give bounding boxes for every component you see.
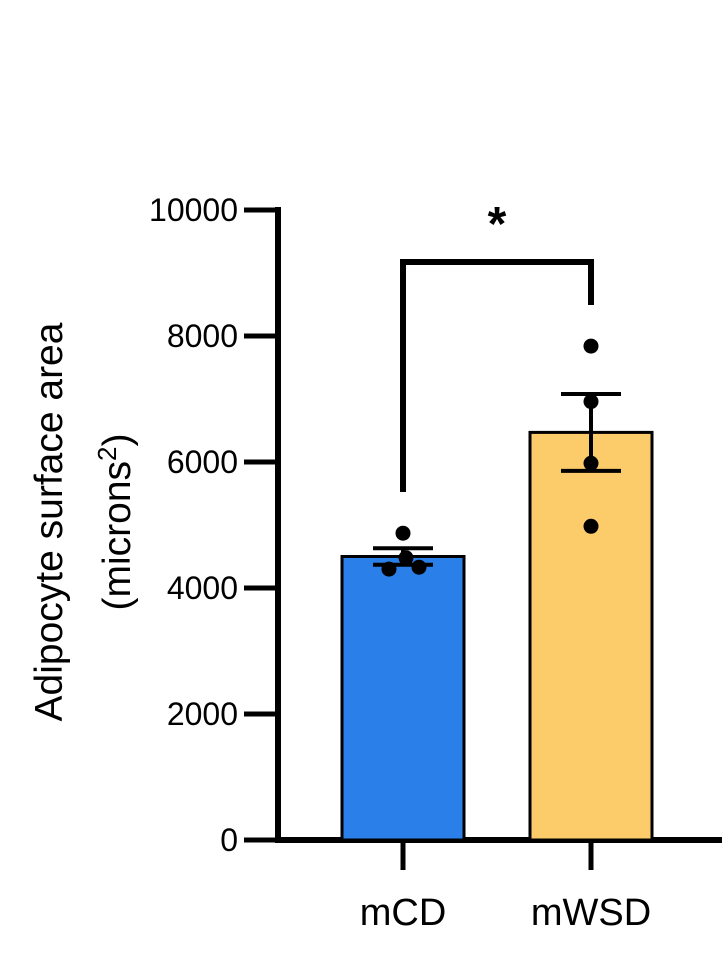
y-axis-title-line1: Adipocyte surface area bbox=[28, 322, 71, 721]
y-axis-title-superscript: 2 bbox=[92, 447, 122, 461]
data-point bbox=[381, 561, 397, 577]
bars bbox=[340, 430, 654, 842]
axes: 0 2000 4000 6000 8000 10000 mCD mWSD bbox=[149, 192, 722, 934]
y-axis-title-line2: (microns2) bbox=[92, 434, 139, 611]
significance-bracket-line bbox=[400, 259, 594, 492]
y-axis-title: Adipocyte surface area (microns2) bbox=[28, 322, 139, 721]
data-point bbox=[583, 518, 599, 534]
significance-bracket: * bbox=[400, 198, 594, 492]
y-tick-label: 4000 bbox=[167, 570, 238, 606]
bar-mWSD bbox=[528, 430, 654, 842]
significance-label: * bbox=[488, 198, 507, 251]
y-axis-title-close: ) bbox=[96, 434, 139, 447]
data-points bbox=[381, 338, 599, 577]
y-axis-title-units: (microns bbox=[96, 461, 139, 611]
y-tick-label: 6000 bbox=[167, 444, 238, 480]
data-point bbox=[411, 559, 427, 575]
data-point bbox=[583, 455, 599, 471]
bar-mCD bbox=[340, 555, 466, 842]
data-point bbox=[395, 525, 411, 541]
y-tick-label: 8000 bbox=[167, 318, 238, 354]
data-point bbox=[583, 338, 599, 354]
y-tick-label: 10000 bbox=[149, 192, 238, 228]
x-category-label: mCD bbox=[360, 892, 447, 934]
y-tick-label: 2000 bbox=[167, 696, 238, 732]
x-category-label: mWSD bbox=[531, 892, 651, 934]
data-point bbox=[583, 394, 599, 410]
y-tick-label: 0 bbox=[220, 822, 238, 858]
data-point bbox=[398, 550, 414, 566]
